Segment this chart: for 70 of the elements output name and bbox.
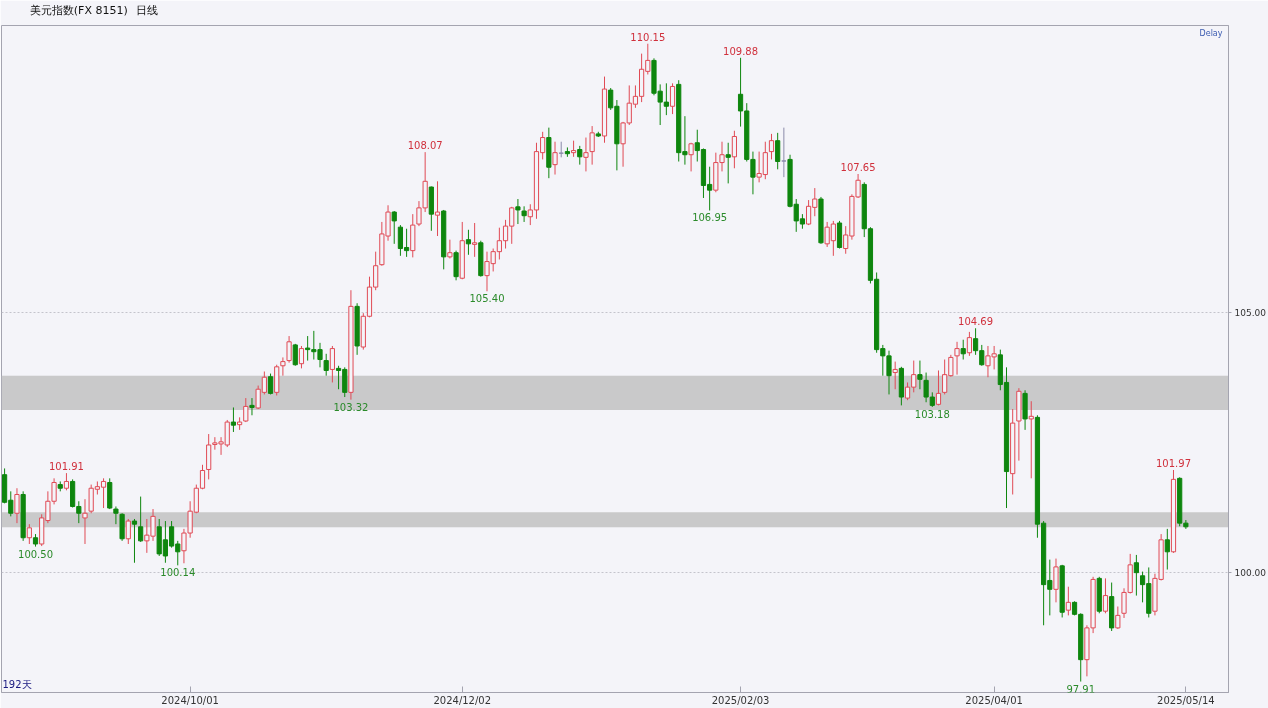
annotation: 109.88 xyxy=(723,45,759,57)
candlestick xyxy=(453,250,459,281)
candlestick xyxy=(577,145,583,166)
annotation: 105.40 xyxy=(469,293,505,305)
candlestick xyxy=(731,130,737,169)
candlestick xyxy=(82,498,88,545)
candlestick xyxy=(725,142,731,184)
y-tick-label: 105.00 xyxy=(1234,307,1267,318)
candlestick xyxy=(230,406,237,433)
annotation: 101.91 xyxy=(48,461,84,473)
candlestick xyxy=(1065,586,1071,616)
text: Delay xyxy=(1199,28,1223,38)
candlestick xyxy=(131,518,138,564)
candlestick xyxy=(249,397,255,416)
candlestick xyxy=(892,361,898,390)
candlestick xyxy=(521,205,527,223)
candlestick xyxy=(14,487,20,524)
annotation: 106.95 xyxy=(692,212,728,224)
candlestick xyxy=(125,518,131,545)
candlestick xyxy=(286,335,292,364)
candlestick xyxy=(1102,577,1109,614)
candlestick xyxy=(1028,400,1034,479)
candlestick xyxy=(589,125,595,166)
candlestick xyxy=(391,210,397,245)
candlestick xyxy=(434,180,441,237)
annotation: 107.65 xyxy=(840,162,876,174)
candlestick xyxy=(669,82,676,115)
candlestick xyxy=(465,229,472,256)
annotation: 103.32 xyxy=(333,401,369,413)
annotation: 108.07 xyxy=(407,140,443,152)
candlestick xyxy=(113,505,119,525)
x-tick-label: 2025/05/14 xyxy=(1157,694,1215,706)
candlestick xyxy=(329,345,335,383)
x-tick-label: 2024/10/01 xyxy=(161,694,219,706)
annotation: 97.91 xyxy=(1066,683,1096,695)
annotation: 104.69 xyxy=(958,316,994,328)
candlestick xyxy=(954,341,960,376)
chart-subtitle: 日线 xyxy=(135,3,158,17)
annotation: 192天 xyxy=(2,678,32,690)
candlestick xyxy=(323,353,329,377)
candlestick xyxy=(688,142,694,172)
candlestick xyxy=(583,137,589,172)
candlestick xyxy=(1053,558,1059,603)
candlestick xyxy=(917,360,923,390)
candlestick xyxy=(298,345,305,369)
annotation: 110.15 xyxy=(630,31,666,43)
candlestick xyxy=(768,133,775,160)
candlestick xyxy=(472,222,478,258)
candlestick xyxy=(1133,554,1139,597)
candlestick xyxy=(781,127,787,178)
y-tick-label: 100.00 xyxy=(1234,568,1267,579)
candlestick xyxy=(26,523,32,545)
chart-title: 美元指数(FX 8151) xyxy=(29,3,128,17)
x-tick-label: 2025/02/03 xyxy=(711,694,770,706)
candlestick xyxy=(515,198,521,225)
x-tick-label: 2025/04/01 xyxy=(965,694,1023,706)
candlestick xyxy=(1115,606,1121,630)
candlestick xyxy=(960,339,966,361)
annotation: 103.18 xyxy=(914,408,950,420)
candlestick xyxy=(552,141,558,176)
x-tick-label: 2024/12/02 xyxy=(433,694,492,706)
candlestick xyxy=(966,331,972,357)
candlestick xyxy=(775,132,781,170)
candlestick xyxy=(280,356,286,377)
candlestick xyxy=(138,496,144,543)
annotation: 101.97 xyxy=(1156,457,1191,469)
annotation: 100.50 xyxy=(18,548,54,560)
candlestick xyxy=(1164,528,1170,571)
annotation: 100.14 xyxy=(160,567,196,579)
candlestick xyxy=(935,369,942,406)
